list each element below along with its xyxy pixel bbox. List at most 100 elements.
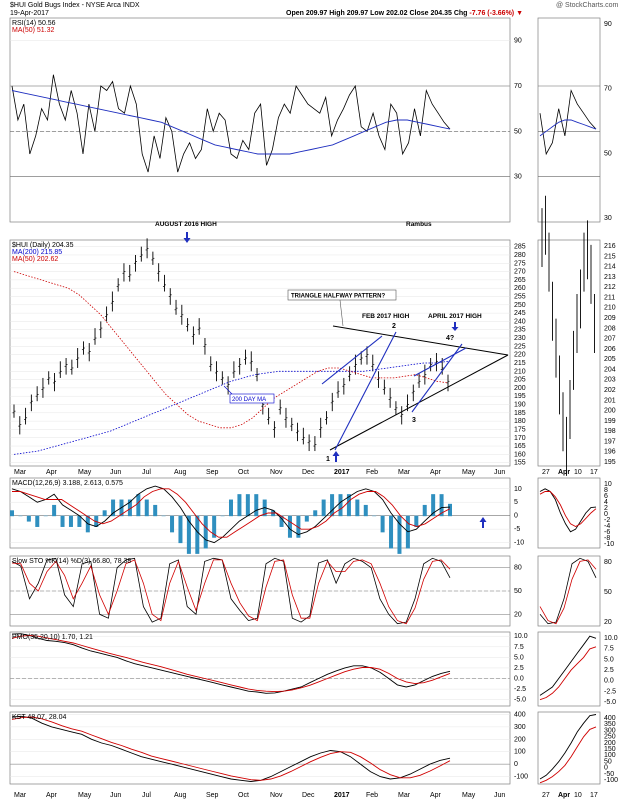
x-tick-label: Apr — [46, 469, 58, 476]
macd-histogram-bar — [102, 510, 107, 517]
macd-histogram-bar — [389, 515, 394, 549]
side-price-tick: 207 — [604, 336, 616, 343]
side-macd-tick: -2 — [604, 517, 610, 524]
macd-histogram-bar — [144, 499, 149, 517]
chart-date: 19-Apr-2017 — [10, 10, 49, 17]
side-macd-tick: 8 — [604, 487, 608, 494]
side-macd-tick: -4 — [604, 523, 610, 530]
pmo-line — [11, 633, 451, 694]
y-tick-label: 285 — [514, 244, 526, 251]
rsi-line — [11, 74, 451, 173]
sto-d-line — [11, 559, 451, 625]
y-tick-label: 20 — [514, 611, 522, 618]
x-tick-label: Mar — [398, 469, 411, 476]
macd-histogram-bar — [68, 515, 73, 527]
side-pmo-tick: 7.5 — [604, 646, 614, 653]
ma200-pointer — [223, 385, 233, 395]
y-tick-label: 165 — [514, 443, 526, 450]
y-tick-label: 195 — [514, 393, 526, 400]
high-label: High — [329, 10, 345, 17]
macd-histogram-bar — [237, 494, 242, 517]
side-macd-tick: 6 — [604, 493, 608, 500]
channel-line — [334, 331, 397, 451]
y-tick-label: 400 — [514, 711, 526, 718]
side-pmo-tick: 2.5 — [604, 667, 614, 674]
kst-side-line — [539, 714, 597, 780]
side-price-tick: 200 — [604, 408, 616, 415]
ma200-line — [13, 360, 449, 455]
macd-histogram-bar — [136, 494, 141, 517]
side-panel-frame — [537, 631, 601, 707]
y-tick-label: 100 — [514, 749, 526, 756]
pmo-signal-line — [11, 634, 451, 693]
y-tick-label: 180 — [514, 418, 526, 425]
panel-legend: KST 48.07, 28.04 — [12, 714, 66, 721]
x-tick-label-bottom: Feb — [366, 792, 378, 799]
y-tick-label: 255 — [514, 294, 526, 301]
macd-histogram-bar — [26, 515, 31, 522]
x-tick-label: Aug — [174, 469, 187, 476]
kst-signal-side-line — [539, 726, 597, 784]
side-kst-tick: 250 — [604, 734, 616, 741]
x-tick-label-bottom: 2017 — [334, 792, 350, 799]
low-label: Low — [370, 10, 385, 17]
y-tick-label: 185 — [514, 410, 526, 417]
low-value: 202.02 — [386, 10, 408, 17]
callout-pointer — [339, 299, 344, 327]
x-tick-label: Jun — [110, 469, 121, 476]
side-pmo-tick: 0.0 — [604, 678, 614, 685]
side-kst-tick: 200 — [604, 740, 616, 747]
annotation-rambus: Rambus — [406, 221, 432, 228]
panel-legend: MA(50) 202.62 — [12, 256, 58, 263]
panel-plots — [10, 74, 597, 784]
y-tick-label: 270 — [514, 269, 526, 276]
macd-histogram-bar — [43, 515, 48, 517]
side-price-tick: 216 — [604, 243, 616, 250]
macd-histogram-bar — [346, 494, 351, 517]
side-kst-tick: -100 — [604, 777, 618, 784]
x-tick-label-bottom: Aug — [174, 792, 187, 799]
macd-histogram-bar — [186, 515, 191, 554]
macd-histogram-bar — [330, 494, 335, 517]
macd-histogram-bar — [52, 504, 57, 517]
side-sto-tick: 50 — [604, 589, 612, 596]
side-price-tick: 199 — [604, 418, 616, 425]
macd-signal-side-line — [539, 491, 597, 528]
ohlc-readout: Open 209.97 High 209.97 Low 202.02 Close… — [286, 10, 523, 18]
annotation-feb-high: FEB 2017 HIGH — [362, 313, 410, 320]
panel-labels: 9070503028528027527026526025525024524023… — [12, 20, 618, 799]
point-label-4: 4? — [446, 335, 454, 342]
x-tick-label: Mar — [14, 469, 27, 476]
side-x-tick-label-bottom: Apr — [558, 792, 570, 799]
y-tick-label: 220 — [514, 352, 526, 359]
y-tick-label: -10 — [514, 540, 524, 547]
macd-histogram-bar — [279, 515, 284, 527]
side-price-tick: 196 — [604, 449, 616, 456]
macd-histogram-bar — [161, 515, 166, 517]
macd-histogram-bar — [77, 515, 82, 527]
price-panel-title: $HUI (Daily) 204.35 — [12, 242, 74, 249]
main-panel-frame — [9, 711, 511, 785]
x-tick-label: Jul — [142, 469, 151, 476]
y-tick-label: 155 — [514, 460, 526, 467]
panel-frames — [9, 17, 601, 785]
side-kst-tick: -50 — [604, 771, 614, 778]
triangle-down-icon: ▼ — [516, 10, 524, 17]
side-rsi-tick: 70 — [604, 86, 612, 93]
panel-legend: Slow STO %K(14) %D(3) 66.80, 78.38 — [12, 558, 131, 565]
ma50-line — [13, 271, 449, 429]
annotation-triangle-pattern: TRIANGLE HALFWAY PATTERN? — [291, 294, 385, 300]
side-panel-frame — [537, 555, 601, 627]
x-tick-label: Apr — [430, 469, 442, 476]
y-tick-label: 7.5 — [514, 644, 524, 651]
side-price-tick: 211 — [604, 294, 615, 301]
macd-histogram-bar — [372, 515, 377, 517]
x-tick-label: Nov — [270, 469, 283, 476]
macd-histogram-bar — [414, 515, 419, 527]
y-tick-label: 0 — [514, 761, 518, 768]
side-price-tick: 202 — [604, 387, 616, 394]
annotation-layer: AUGUST 2016 HIGH Rambus TRIANGLE HALFWAY P… — [155, 221, 509, 528]
macd-histogram-bar — [220, 515, 225, 517]
side-price-tick: 197 — [604, 438, 616, 445]
side-kst-tick: 100 — [604, 752, 616, 759]
